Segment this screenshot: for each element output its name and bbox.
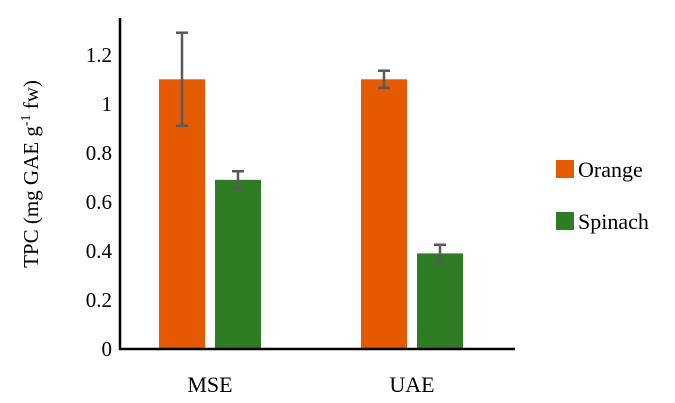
- legend-item-orange: Orange: [556, 157, 643, 182]
- error-bar-spinach-uae: [434, 243, 446, 264]
- error-bar-orange-mse: [176, 31, 188, 128]
- legend-label: Spinach: [578, 209, 649, 234]
- y-axis-title-superscript: -1: [19, 114, 34, 126]
- error-bars-layer: [176, 31, 446, 264]
- y-tick-label: 0.4: [86, 239, 113, 263]
- bars-layer: [159, 79, 463, 349]
- bar-spinach-uae: [417, 253, 463, 349]
- legend-label: Orange: [578, 157, 643, 182]
- x-category-label: MSE: [187, 372, 232, 397]
- legend-swatch: [556, 160, 574, 178]
- y-tick-label: 1: [102, 92, 113, 116]
- legend: Orange Spinach: [556, 157, 649, 234]
- y-tick-label: 0.8: [86, 141, 112, 165]
- error-bar-spinach-mse: [232, 169, 244, 190]
- y-tick-labels: 0 0.2 0.4 0.6 0.8 1 1.2: [86, 43, 113, 361]
- error-bar-orange-uae: [378, 69, 390, 90]
- bar-orange-uae: [361, 79, 407, 349]
- bar-spinach-mse: [215, 179, 261, 349]
- y-tick-label: 1.2: [86, 43, 112, 67]
- legend-item-spinach: Spinach: [556, 209, 649, 234]
- y-tick-label: 0: [102, 337, 113, 361]
- y-axis-title: TPC (mg GAE g-1 fw): [19, 80, 43, 268]
- y-tick-label: 0.6: [86, 190, 112, 214]
- legend-swatch: [556, 212, 574, 230]
- y-axis-title-prefix: TPC (mg GAE g: [19, 126, 43, 268]
- y-axis-title-suffix: fw): [19, 80, 43, 114]
- x-category-label: UAE: [389, 372, 434, 397]
- y-tick-label: 0.2: [86, 288, 112, 312]
- x-category-labels: MSE UAE: [187, 372, 434, 397]
